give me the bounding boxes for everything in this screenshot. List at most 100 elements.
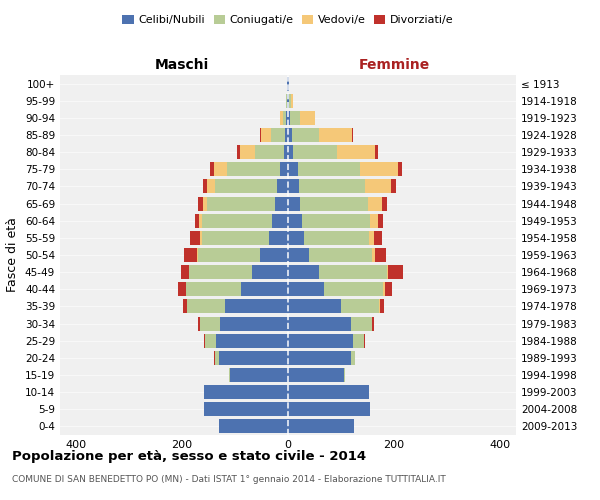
Bar xyxy=(219,420,288,434)
Bar xyxy=(288,111,290,125)
Bar xyxy=(368,196,382,210)
Bar xyxy=(352,128,353,142)
Text: Popolazione per età, sesso e stato civile - 2014: Popolazione per età, sesso e stato civil… xyxy=(12,450,366,463)
Bar xyxy=(288,420,354,434)
Bar xyxy=(284,145,288,159)
Bar xyxy=(288,162,298,176)
Bar xyxy=(210,162,214,176)
Bar xyxy=(252,265,288,279)
Bar xyxy=(230,368,288,382)
Bar xyxy=(254,145,284,159)
Bar xyxy=(241,282,288,296)
Bar xyxy=(190,265,252,279)
Bar xyxy=(283,111,286,125)
Bar xyxy=(288,385,368,399)
Bar xyxy=(360,162,398,176)
Bar xyxy=(288,128,292,142)
Bar xyxy=(337,145,375,159)
Bar xyxy=(203,196,207,210)
Bar xyxy=(288,368,344,382)
Bar xyxy=(202,214,272,228)
Bar xyxy=(368,231,374,245)
Bar xyxy=(219,351,288,365)
Bar xyxy=(288,214,302,228)
Bar xyxy=(200,231,202,245)
Bar xyxy=(380,300,384,314)
Bar xyxy=(220,316,288,330)
Bar xyxy=(319,128,352,142)
Bar xyxy=(271,128,286,142)
Bar xyxy=(205,334,217,347)
Bar xyxy=(215,180,277,194)
Bar xyxy=(184,248,197,262)
Bar xyxy=(181,265,189,279)
Text: Maschi: Maschi xyxy=(155,58,209,71)
Bar xyxy=(350,351,355,365)
Bar xyxy=(290,111,299,125)
Bar xyxy=(382,196,386,210)
Bar xyxy=(203,180,207,194)
Bar xyxy=(304,231,368,245)
Bar xyxy=(286,111,288,125)
Bar xyxy=(288,316,350,330)
Y-axis label: Anni di nascita: Anni di nascita xyxy=(597,212,600,298)
Bar xyxy=(292,128,319,142)
Bar xyxy=(215,351,219,365)
Bar xyxy=(288,402,370,416)
Bar xyxy=(288,300,341,314)
Bar xyxy=(199,316,200,330)
Bar xyxy=(288,231,304,245)
Bar xyxy=(229,368,230,382)
Bar xyxy=(214,162,227,176)
Bar xyxy=(398,162,402,176)
Bar xyxy=(185,282,241,296)
Bar xyxy=(376,248,386,262)
Bar xyxy=(199,196,203,210)
Bar xyxy=(288,334,353,347)
Bar xyxy=(372,248,376,262)
Bar xyxy=(280,162,288,176)
Bar xyxy=(203,334,205,347)
Bar xyxy=(388,265,403,279)
Bar xyxy=(275,196,288,210)
Bar xyxy=(324,282,383,296)
Bar xyxy=(226,300,288,314)
Bar xyxy=(204,385,288,399)
Bar xyxy=(204,402,288,416)
Bar xyxy=(375,145,377,159)
Bar xyxy=(237,145,240,159)
Bar xyxy=(187,300,226,314)
Bar xyxy=(194,214,199,228)
Bar xyxy=(319,265,386,279)
Bar xyxy=(178,282,185,296)
Bar xyxy=(344,368,345,382)
Bar xyxy=(288,94,289,108)
Bar xyxy=(298,162,360,176)
Bar xyxy=(260,248,288,262)
Bar xyxy=(197,248,198,262)
Bar xyxy=(240,145,254,159)
Bar xyxy=(299,196,368,210)
Bar xyxy=(207,180,215,194)
Bar xyxy=(377,214,383,228)
Bar xyxy=(199,214,202,228)
Bar xyxy=(272,214,288,228)
Bar xyxy=(261,128,271,142)
Bar xyxy=(288,351,350,365)
Bar xyxy=(293,145,337,159)
Bar xyxy=(288,265,319,279)
Bar xyxy=(288,180,299,194)
Bar xyxy=(350,316,372,330)
Bar xyxy=(386,265,388,279)
Bar xyxy=(288,145,293,159)
Bar xyxy=(288,282,324,296)
Bar xyxy=(374,231,382,245)
Bar xyxy=(198,248,260,262)
Bar xyxy=(288,248,309,262)
Bar xyxy=(227,162,280,176)
Bar xyxy=(299,111,314,125)
Bar xyxy=(190,231,200,245)
Bar xyxy=(309,248,372,262)
Bar xyxy=(269,231,288,245)
Text: Femmine: Femmine xyxy=(358,58,430,71)
